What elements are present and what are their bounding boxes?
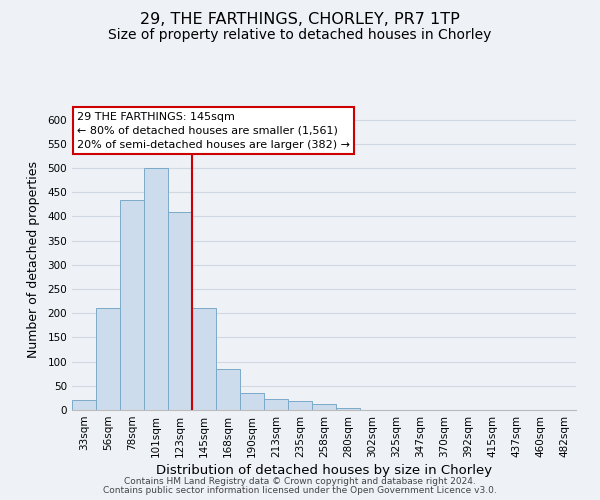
Text: Contains HM Land Registry data © Crown copyright and database right 2024.: Contains HM Land Registry data © Crown c…	[124, 477, 476, 486]
Bar	[336, 408, 360, 410]
Text: 29, THE FARTHINGS, CHORLEY, PR7 1TP: 29, THE FARTHINGS, CHORLEY, PR7 1TP	[140, 12, 460, 28]
Text: Size of property relative to detached houses in Chorley: Size of property relative to detached ho…	[109, 28, 491, 42]
Bar	[312, 404, 336, 410]
X-axis label: Distribution of detached houses by size in Chorley: Distribution of detached houses by size …	[156, 464, 492, 477]
Text: Contains public sector information licensed under the Open Government Licence v3: Contains public sector information licen…	[103, 486, 497, 495]
Bar	[288, 402, 312, 410]
Bar	[72, 400, 96, 410]
Bar	[192, 308, 216, 410]
Bar	[264, 400, 288, 410]
Text: 29 THE FARTHINGS: 145sqm
← 80% of detached houses are smaller (1,561)
20% of sem: 29 THE FARTHINGS: 145sqm ← 80% of detach…	[77, 112, 350, 150]
Bar	[96, 308, 120, 410]
Bar	[240, 393, 264, 410]
Bar	[144, 168, 168, 410]
Bar	[216, 369, 240, 410]
Bar	[168, 212, 192, 410]
Y-axis label: Number of detached properties: Number of detached properties	[28, 162, 40, 358]
Bar	[120, 200, 144, 410]
